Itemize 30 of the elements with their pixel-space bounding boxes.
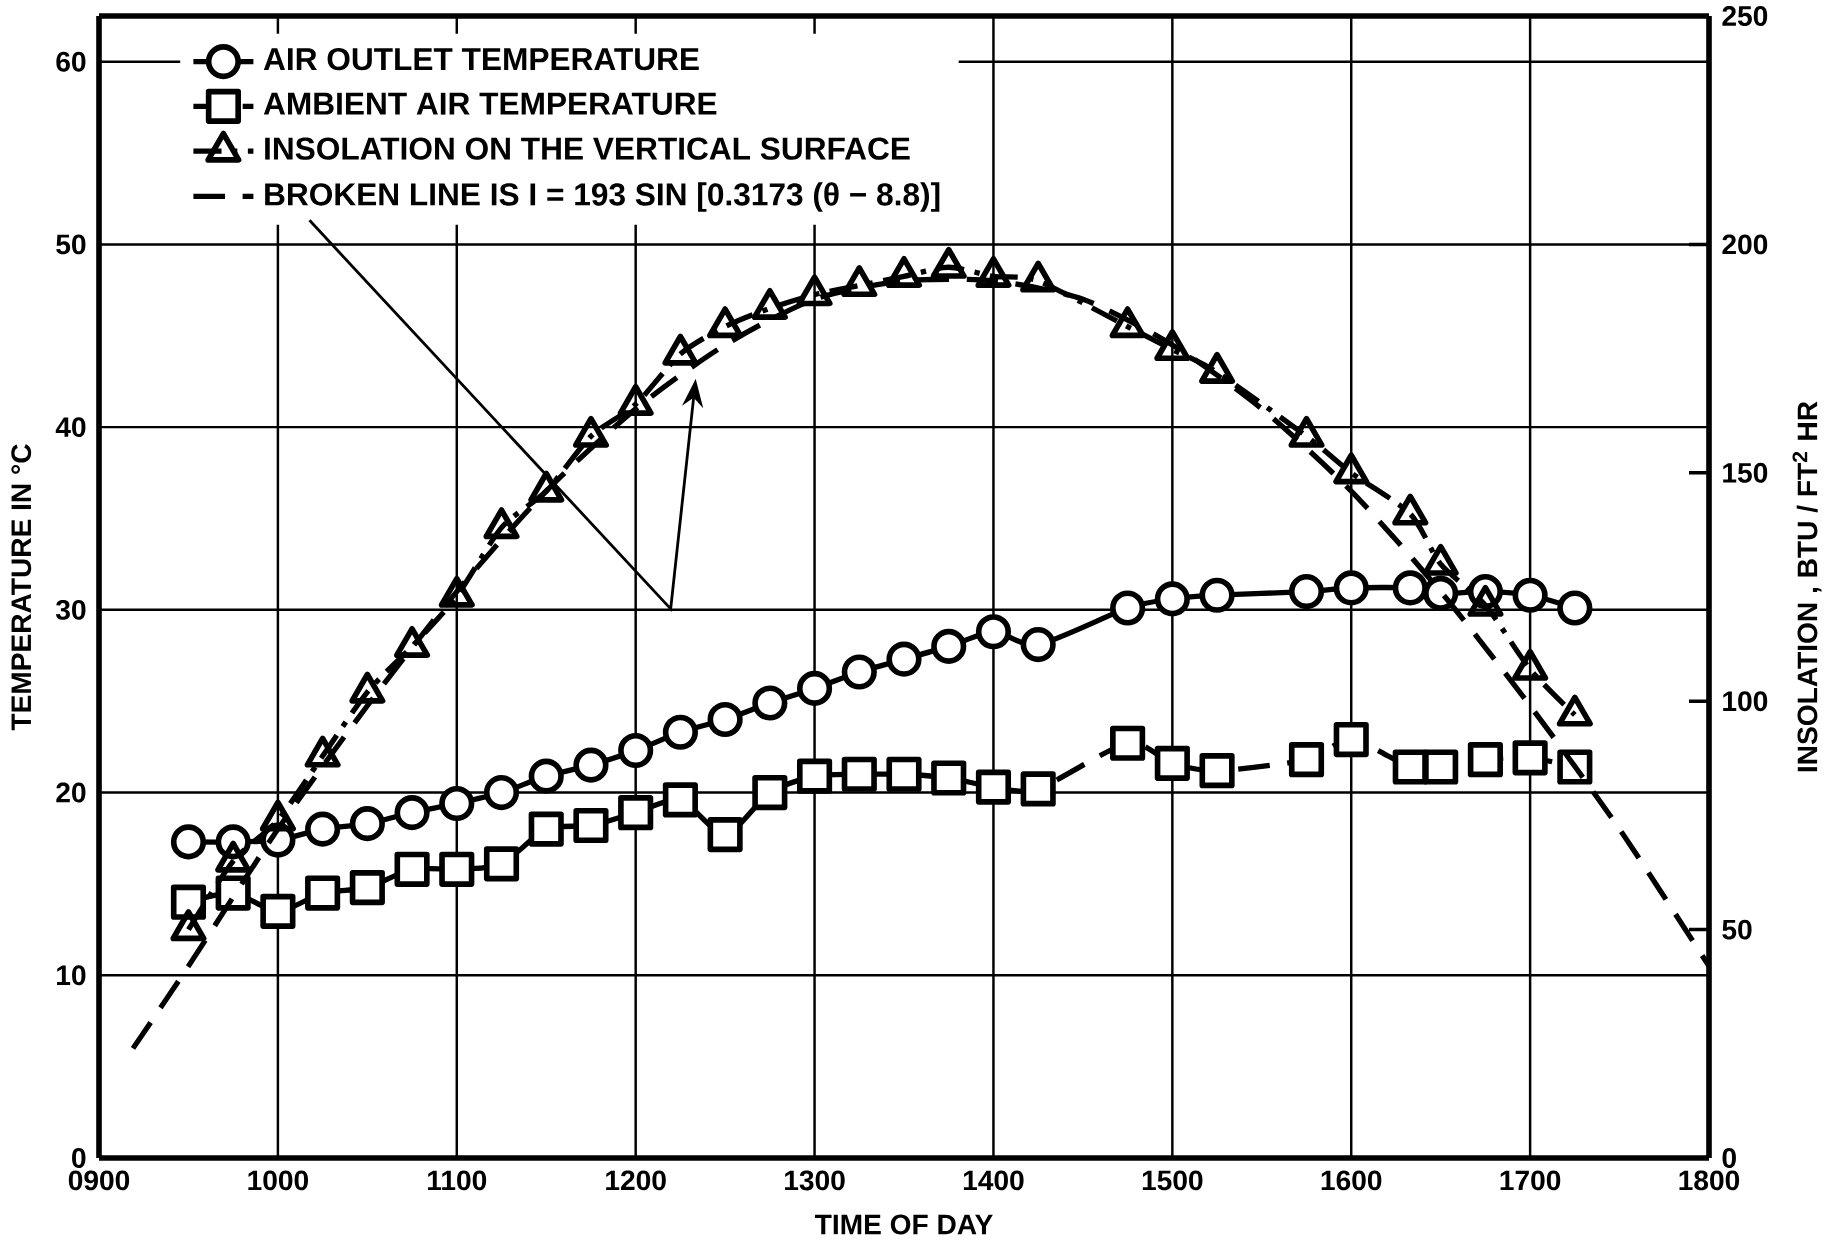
y2-tick-label: 200 <box>1722 234 1768 255</box>
x-tick-label: 1700 <box>1500 1170 1561 1191</box>
y-tick-label: 60 <box>56 51 86 72</box>
x-axis-title: TIME OF DAY <box>815 1214 993 1235</box>
x-tick-label: 1300 <box>785 1170 845 1191</box>
y-tick-label: 40 <box>55 417 86 438</box>
legend-label: BROKEN LINE IS I = 193 SIN [0.3173 (θ − 8.8)] <box>265 182 940 212</box>
y2-tick-label: 0 <box>1722 1148 1736 1168</box>
x-tick-label: 1500 <box>1142 1170 1203 1191</box>
x-tick-label: 1400 <box>963 1170 1024 1191</box>
y-tick-label: 10 <box>57 965 86 986</box>
x-tick-label: 0900 <box>68 1170 130 1191</box>
y-tick-label: 30 <box>55 599 86 620</box>
x-tick-label: 1600 <box>1321 1170 1382 1191</box>
x-tick-label: 1200 <box>606 1170 666 1191</box>
y-tick-label: 20 <box>56 782 86 803</box>
y-tick-label: 50 <box>56 234 86 255</box>
y2-tick-label: 50 <box>1722 919 1752 940</box>
y-tick-label: 0 <box>72 1148 86 1168</box>
legend-label: AMBIENT AIR TEMPERATURE <box>263 92 717 115</box>
y2-tick-label: 100 <box>1723 691 1768 712</box>
legend-label: INSOLATION ON THE VERTICAL SURFACE <box>265 137 910 160</box>
x-tick-label: 1000 <box>248 1170 309 1191</box>
y2-axis-title: INSOLATION , BTU / FT$^{2}$ HR <box>1792 401 1822 772</box>
y2-tick-label: 150 <box>1723 462 1768 483</box>
x-tick-label: 1100 <box>428 1170 487 1191</box>
legend-label: AIR OUTLET TEMPERATURE <box>263 47 699 71</box>
y-axis-title: TEMPERATURE IN °C <box>11 444 32 731</box>
x-tick-label: 1800 <box>1679 1170 1740 1191</box>
y2-tick-label: 250 <box>1722 6 1768 26</box>
